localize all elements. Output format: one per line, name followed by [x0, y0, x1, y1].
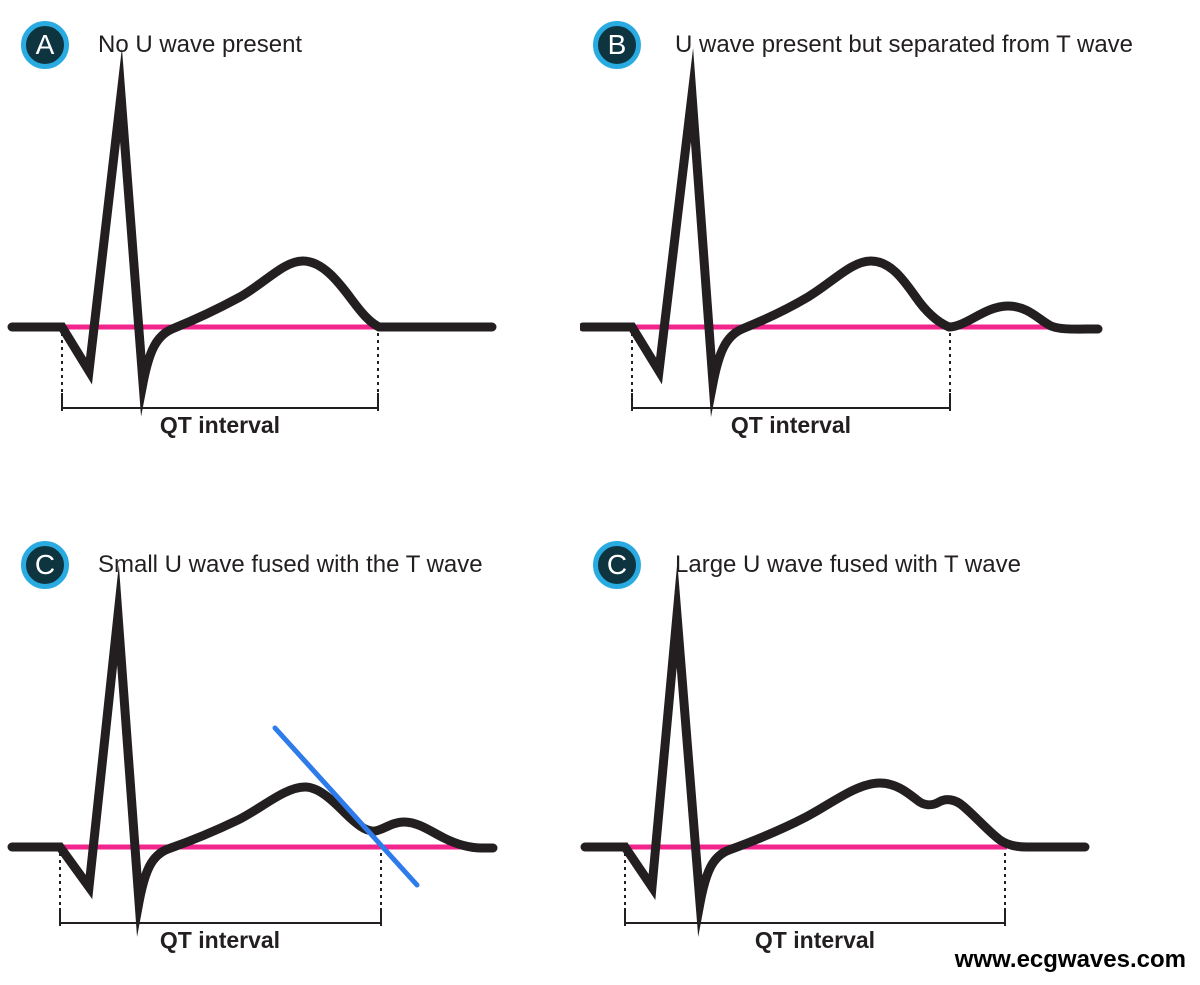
qt-interval-label: QT interval	[160, 412, 280, 438]
panel-d-badge: C	[593, 541, 641, 589]
panel-d-badge-letter: C	[606, 549, 628, 580]
panel-c-ecg-diagram: QT interval	[7, 564, 498, 953]
panel-c-badge-letter: C	[34, 549, 56, 580]
t-wave-tangent-line	[272, 725, 420, 888]
panel-d-ecg-diagram: QT interval	[580, 562, 1090, 953]
qt-interval-label: QT interval	[755, 927, 875, 953]
panel-c-title: Small U wave fused with the T wave	[98, 551, 483, 578]
panel-c-badge: C	[21, 541, 69, 589]
panel-large-fused-u-wave: C Large U wave fused with T wave QT inte…	[580, 515, 1200, 985]
qt-interval-bracket	[59, 908, 382, 926]
panel-b-badge: B	[593, 21, 641, 69]
panel-b-badge-letter: B	[607, 29, 627, 60]
ecg-trace	[7, 47, 497, 417]
panel-b-title: U wave present but separated from T wave	[675, 31, 1134, 58]
panel-a-ecg-diagram: QT interval	[7, 47, 497, 438]
ecg-trace-fused-large-u	[580, 562, 1090, 937]
panel-b-ecg-diagram: QT interval	[580, 48, 1103, 438]
panel-d-title: Large U wave fused with T wave	[675, 551, 1021, 578]
website-watermark: www.ecgwaves.com	[954, 946, 1186, 973]
panel-small-fused-u-wave: C Small U wave fused with the T wave QT …	[0, 515, 580, 985]
qt-interval-label: QT interval	[731, 412, 851, 438]
panel-a-badge: A	[21, 21, 69, 69]
qt-interval-bracket	[631, 393, 951, 411]
qt-interval-label: QT interval	[160, 927, 280, 953]
ecg-trace-fused-small-u	[7, 564, 498, 937]
panel-a-title: No U wave present	[98, 31, 303, 58]
panel-no-u-wave: A No U wave present QT interval	[0, 0, 580, 470]
qt-interval-bracket	[61, 393, 379, 411]
panel-separated-u-wave: B U wave present but separated from T wa…	[580, 0, 1200, 470]
panel-a-badge-letter: A	[35, 29, 55, 60]
qt-interval-bracket	[624, 908, 1006, 926]
ecg-trace-with-u-wave	[580, 48, 1103, 418]
